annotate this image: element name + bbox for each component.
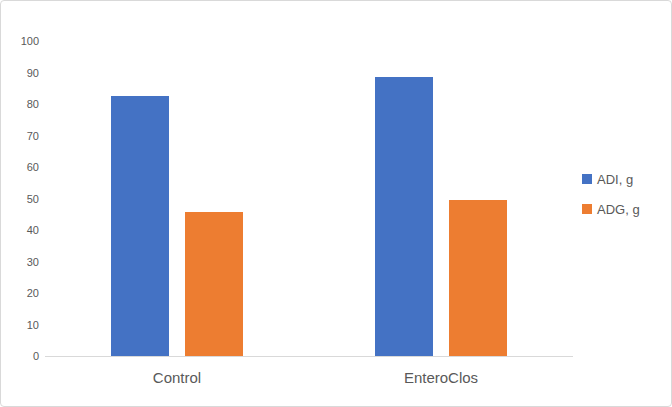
bar-chart: 0 10 20 30 40 50 60 70 80 90 100 ControlEnteroClos… bbox=[0, 0, 672, 407]
category-label: Control bbox=[45, 369, 309, 386]
y-tick-label: 70 bbox=[1, 129, 39, 144]
x-axis: ControlEnteroClos bbox=[45, 369, 573, 386]
bar-adg-control bbox=[185, 212, 243, 356]
legend-item: ADG, g bbox=[582, 194, 640, 224]
legend-label: ADG, g bbox=[597, 202, 640, 217]
y-tick-label: 50 bbox=[1, 192, 39, 207]
bar-adg-enteroclos bbox=[449, 200, 507, 356]
y-tick-label: 60 bbox=[1, 160, 39, 175]
y-tick-label: 40 bbox=[1, 223, 39, 238]
y-tick-label: 10 bbox=[1, 318, 39, 333]
legend-label: ADI, g bbox=[597, 172, 633, 187]
legend-swatch-icon bbox=[582, 204, 592, 214]
y-axis: 0102030405060708090100 bbox=[1, 42, 39, 357]
bar-adi-control bbox=[111, 96, 169, 356]
y-tick-label: 30 bbox=[1, 255, 39, 270]
y-tick-label: 80 bbox=[1, 97, 39, 112]
category-label: EnteroClos bbox=[309, 369, 573, 386]
legend: ADI, g ADG, g bbox=[582, 164, 640, 224]
y-tick-label: 90 bbox=[1, 66, 39, 81]
legend-swatch-icon bbox=[582, 174, 592, 184]
plot-area bbox=[45, 42, 573, 357]
legend-item: ADI, g bbox=[582, 164, 640, 194]
y-tick-label: 20 bbox=[1, 286, 39, 301]
bar-adi-enteroclos bbox=[375, 77, 433, 356]
y-tick-label: 0 bbox=[1, 349, 39, 364]
y-tick-label: 100 bbox=[1, 34, 39, 49]
